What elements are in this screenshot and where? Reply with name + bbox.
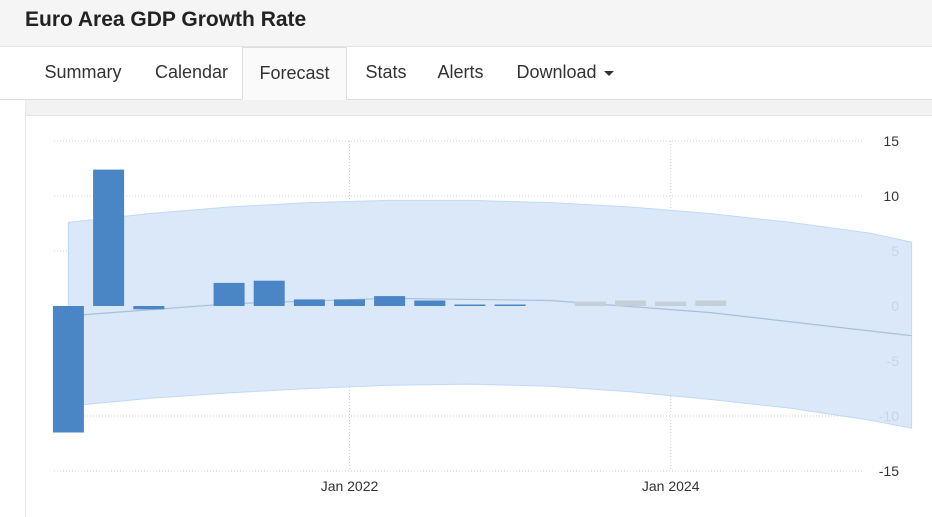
actual-bar bbox=[334, 299, 365, 306]
tab-download[interactable]: Download bbox=[503, 47, 627, 100]
forecast-bar bbox=[695, 300, 727, 306]
tab-stats[interactable]: Stats bbox=[365, 62, 407, 82]
page-title: Euro Area GDP Growth Rate bbox=[25, 8, 307, 31]
caret-down-icon bbox=[603, 70, 614, 76]
actual-bar bbox=[133, 306, 165, 310]
y-tick-label: -15 bbox=[879, 463, 899, 479]
forecast-bar bbox=[615, 300, 646, 306]
forecast-band bbox=[67, 199, 913, 429]
y-tick-label: 15 bbox=[883, 133, 899, 149]
tab-bar: Summary Calendar Forecast Stats Alerts D… bbox=[0, 47, 932, 100]
actual-bar bbox=[293, 299, 325, 306]
x-tick-label: Jan 2022 bbox=[321, 478, 379, 494]
y-tick-label: 10 bbox=[883, 188, 899, 204]
actual-bar bbox=[213, 282, 245, 306]
forecast-bar bbox=[574, 301, 606, 306]
actual-bar bbox=[93, 169, 125, 306]
tab-download-label: Download bbox=[516, 62, 597, 82]
tab-summary[interactable]: Summary bbox=[44, 62, 122, 82]
forecast-bar bbox=[655, 301, 687, 306]
actual-bar bbox=[374, 296, 406, 306]
actual-bar bbox=[494, 304, 526, 306]
tab-alerts[interactable]: Alerts bbox=[437, 62, 484, 82]
actual-bar bbox=[454, 304, 486, 306]
tab-calendar[interactable]: Calendar bbox=[154, 62, 229, 82]
tab-forecast[interactable]: Forecast bbox=[242, 47, 347, 100]
chart-toolbar-strip bbox=[26, 100, 932, 116]
forecast-trend-line bbox=[68, 297, 912, 337]
title-bar: Euro Area GDP Growth Rate bbox=[0, 0, 932, 47]
x-tick-label: Jan 2024 bbox=[642, 478, 700, 494]
actual-bar bbox=[52, 306, 84, 433]
actual-bar bbox=[414, 300, 446, 306]
actual-bar bbox=[253, 280, 285, 306]
